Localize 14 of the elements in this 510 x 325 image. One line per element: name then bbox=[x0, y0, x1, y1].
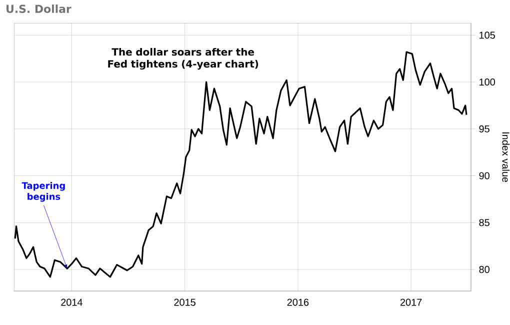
chart-title: U.S. Dollar bbox=[6, 4, 72, 13]
y-tick-label: 105 bbox=[480, 32, 495, 39]
y-axis-title: Index value bbox=[502, 132, 510, 182]
y-tick-label: 80 bbox=[479, 266, 490, 273]
annotation: Tapering begins bbox=[22, 182, 65, 202]
y-tick-label: 100 bbox=[480, 78, 496, 86]
x-tick-label: 2016 bbox=[287, 298, 309, 306]
x-tick-label: 2017 bbox=[400, 298, 422, 306]
x-tick-label: 2014 bbox=[61, 298, 82, 306]
x-tick-label: 2015 bbox=[174, 298, 196, 306]
y-tick-label: 85 bbox=[479, 219, 490, 226]
y-tick-label: 90 bbox=[479, 172, 490, 180]
y-tick-label: 95 bbox=[479, 125, 490, 132]
annotation: The dollar soars after the Fed tightens (4-year chart) bbox=[108, 48, 258, 70]
